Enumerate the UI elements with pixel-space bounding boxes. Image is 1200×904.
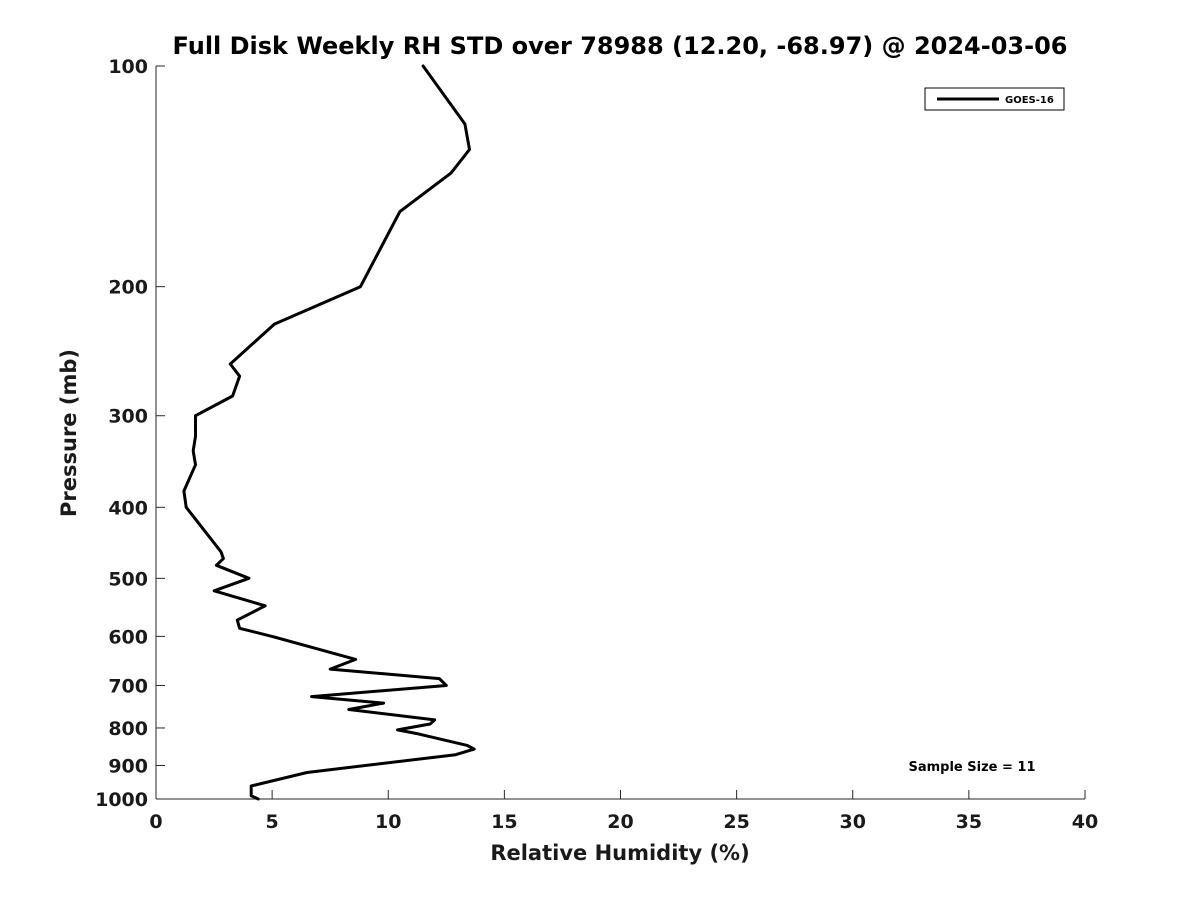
x-tick-label: 20 — [607, 811, 633, 833]
y-tick-label: 800 — [108, 718, 148, 740]
sample-size-annotation: Sample Size = 11 — [908, 760, 1035, 775]
x-tick-label: 30 — [840, 811, 866, 833]
y-tick-label: 1000 — [95, 789, 148, 811]
legend: GOES-16 — [924, 87, 1065, 111]
chart-title: Full Disk Weekly RH STD over 78988 (12.2… — [173, 32, 1068, 60]
y-tick-label: 600 — [108, 626, 148, 648]
legend-label-goes-16: GOES-16 — [1005, 95, 1054, 106]
x-tick-label: 0 — [149, 811, 162, 833]
y-tick-label: 500 — [108, 568, 148, 590]
y-tick-label: 300 — [108, 406, 148, 428]
x-tick-label: 40 — [1072, 811, 1098, 833]
x-axis-label: Relative Humidity (%) — [490, 841, 749, 865]
y-tick-label: 700 — [108, 675, 148, 697]
x-tick-label: 10 — [375, 811, 401, 833]
x-tick-label: 15 — [491, 811, 517, 833]
x-tick-label: 5 — [266, 811, 279, 833]
y-tick-label: 400 — [108, 497, 148, 519]
y-tick-label: 900 — [108, 755, 148, 777]
y-tick-label: 100 — [108, 56, 148, 78]
series-layer — [182, 64, 476, 801]
x-tick-label: 25 — [723, 811, 749, 833]
x-tick-label: 35 — [956, 811, 982, 833]
y-axis-label: Pressure (mb) — [57, 349, 81, 517]
y-tick-label: 200 — [108, 277, 148, 299]
axes: 0 5 10 15 20 25 30 35 40 100 200 300 400 500 600 700 800… — [95, 56, 1098, 833]
series-line-goes-16 — [182, 64, 476, 801]
